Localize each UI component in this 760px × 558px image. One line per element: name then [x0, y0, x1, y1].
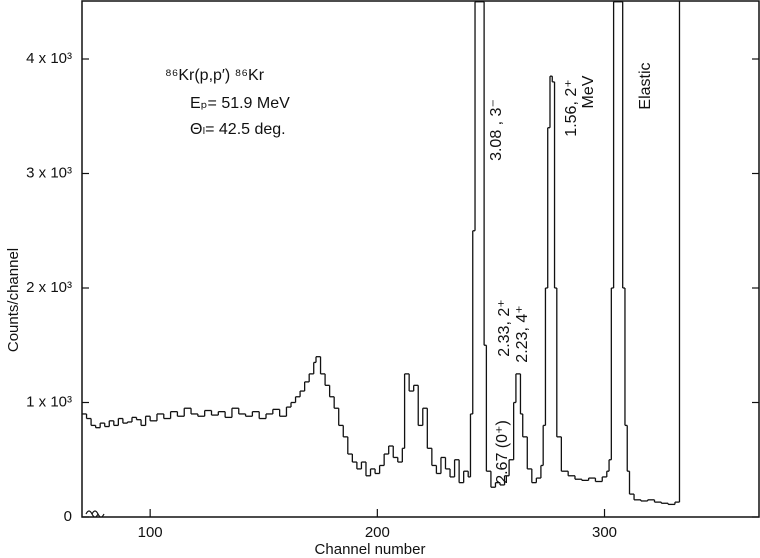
annotation: Eₚ= 51.9 MeV	[190, 95, 290, 112]
annotation: ⁸⁶Kr(p,p′) ⁸⁶Kr	[165, 67, 265, 84]
spectrum	[82, 1, 681, 506]
y-tick-label: 3 x 10³	[26, 164, 72, 181]
plot-frame	[81, 0, 760, 518]
x-tick-label: 200	[365, 524, 390, 541]
annotation: MeV	[580, 75, 597, 108]
annotation: Θₗ= 42.5 deg.	[190, 121, 286, 138]
x-axis-label: Channel number	[315, 541, 426, 558]
annotation: 2.23, 4⁺	[514, 305, 531, 362]
axis-break	[85, 510, 105, 518]
y-axis-label: Counts/channel	[5, 248, 22, 352]
annotation: 3.08 , 3⁻	[488, 99, 505, 161]
annotation: 2.67 (0⁺)	[494, 420, 511, 484]
y-tick-label: 1 x 10³	[26, 393, 72, 410]
y-tick-label: 4 x 10³	[26, 50, 72, 67]
annotation: 2.33, 2⁺	[496, 299, 513, 356]
y-tick-label: 0	[64, 508, 72, 525]
annotation: 1.56, 2⁺	[563, 79, 580, 136]
x-tick-label: 100	[138, 524, 163, 541]
annotation: Elastic	[637, 62, 654, 109]
y-tick-label: 2 x 10³	[26, 279, 72, 296]
x-tick-label: 300	[592, 524, 617, 541]
